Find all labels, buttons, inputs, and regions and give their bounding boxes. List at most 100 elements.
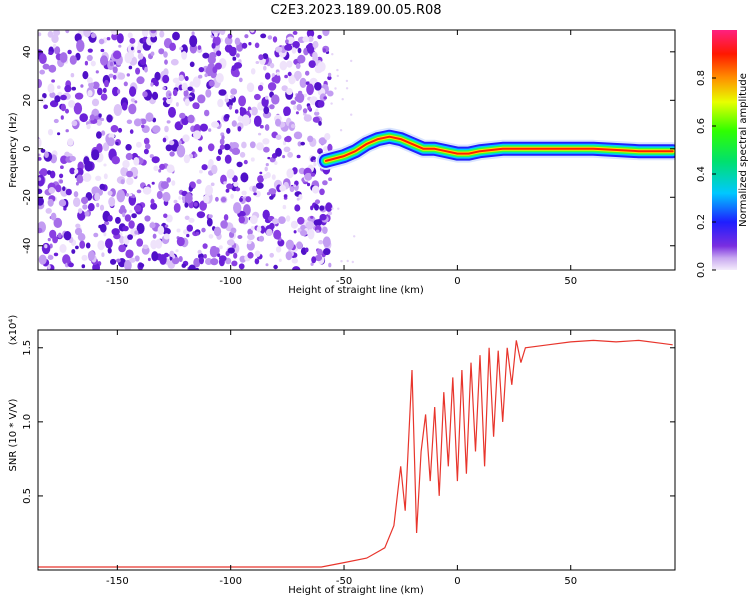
noise-speckle (84, 160, 93, 172)
noise-speckle (278, 216, 286, 225)
noise-speckle (250, 157, 255, 162)
noise-speckle (125, 144, 132, 151)
noise-speckle (225, 188, 230, 193)
noise-speckle (253, 192, 257, 196)
spectrogram-y-tick-label: 0 (22, 146, 33, 152)
noise-speckle (69, 155, 76, 162)
noise-speckle (140, 118, 147, 125)
noise-speckle (269, 104, 275, 110)
noise-speckle (170, 58, 179, 66)
noise-speckle (98, 224, 102, 229)
noise-speckle (112, 50, 122, 60)
noise-speckle (137, 49, 142, 54)
noise-speckle (269, 252, 275, 258)
noise-speckle (80, 84, 84, 88)
noise-speckle (284, 44, 293, 51)
noise-speckle (307, 228, 315, 240)
noise-speckle (327, 211, 333, 216)
noise-speckle (259, 225, 266, 234)
noise-speckle (164, 59, 168, 65)
noise-speckle (199, 169, 203, 174)
noise-speckle (57, 232, 62, 239)
noise-speckle (287, 151, 293, 158)
noise-speckle (224, 97, 229, 103)
noise-speckle (216, 50, 222, 57)
noise-speckle (150, 82, 154, 87)
noise-speckle (112, 66, 118, 74)
noise-speckle (240, 172, 249, 183)
noise-speckle (293, 184, 297, 187)
noise-speckle (203, 194, 210, 204)
noise-speckle (275, 147, 282, 157)
noise-speckle (137, 52, 144, 60)
spectrogram-y-tick-label: 40 (22, 45, 33, 58)
noise-speckle (318, 137, 327, 145)
noise-speckle (73, 191, 79, 198)
noise-speckle (220, 220, 228, 229)
noise-speckle (318, 240, 324, 245)
snr-frame (37, 329, 676, 571)
noise-speckle (265, 163, 269, 167)
noise-speckle (307, 35, 314, 43)
noise-speckle (187, 86, 193, 92)
noise-speckle (71, 86, 77, 91)
noise-speckle (106, 137, 115, 147)
noise-speckle (233, 181, 239, 187)
noise-speckle (134, 230, 139, 235)
snr-x-tick-label: -50 (336, 576, 352, 587)
noise-speckle (303, 93, 307, 98)
noise-speckle (275, 246, 282, 253)
colorbar-label: Normalized spectral amplitude (738, 73, 749, 227)
noise-speckle (198, 74, 203, 79)
noise-speckle (54, 95, 61, 103)
noise-speckle (295, 111, 299, 115)
noise-speckle (59, 52, 68, 63)
noise-speckle (279, 184, 286, 192)
noise-speckle (264, 72, 271, 80)
noise-speckle (254, 190, 261, 198)
noise-speckle (68, 100, 76, 108)
noise-speckle (49, 92, 56, 98)
noise-speckle (290, 124, 296, 129)
noise-speckle (254, 250, 261, 257)
noise-speckle (241, 114, 250, 126)
noise-speckle (269, 62, 275, 69)
noise-speckle (205, 89, 212, 98)
noise-speckle (224, 154, 232, 164)
noise-speckle (53, 217, 63, 228)
noise-speckle (81, 254, 88, 261)
noise-speckle (142, 244, 149, 250)
noise-speckle (166, 164, 175, 173)
noise-speckle (271, 94, 280, 105)
noise-speckle (213, 226, 222, 237)
noise-speckle (289, 186, 295, 193)
noise-speckle (128, 220, 135, 229)
noise-speckle (269, 195, 274, 200)
noise-speckle (55, 184, 62, 193)
noise-speckle (40, 148, 46, 153)
noise-speckle (254, 93, 261, 101)
noise-speckle (249, 141, 256, 149)
noise-speckle (82, 204, 88, 210)
noise-speckle (160, 181, 169, 190)
noise-speckle (118, 244, 126, 253)
colorbar-tick-label: 0.6 (696, 118, 707, 134)
noise-speckle (310, 215, 314, 219)
noise-speckle (60, 94, 67, 101)
noise-speckle (252, 185, 257, 193)
noise-speckle (294, 180, 299, 186)
colorbar-ticks: 0.0 0.2 0.4 0.6 0.8 (696, 70, 716, 278)
noise-speckle (42, 93, 47, 99)
noise-speckle (159, 163, 166, 170)
noise-speckle (323, 248, 331, 256)
noise-speckle (112, 74, 117, 80)
noise-speckle (262, 53, 269, 60)
noise-speckle (69, 55, 77, 65)
noise-speckle (125, 152, 133, 161)
noise-speckle (273, 264, 278, 270)
noise-speckle (208, 128, 212, 132)
noise-speckle (316, 248, 323, 256)
noise-speckle (306, 182, 311, 187)
noise-speckle (259, 124, 264, 129)
